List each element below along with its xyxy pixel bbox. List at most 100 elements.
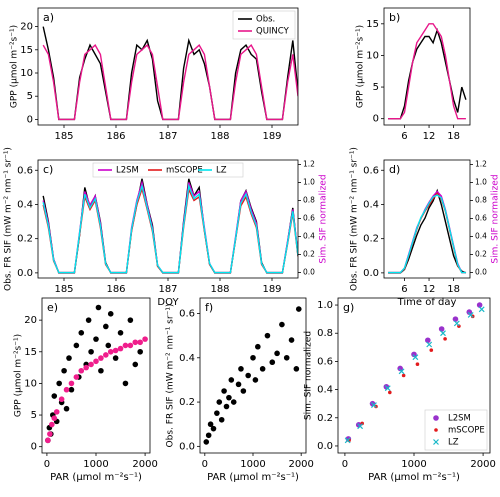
point (58, 396, 65, 403)
panel-label: c) (43, 163, 53, 176)
point (63, 386, 70, 393)
y-tick-label: 0.0 (363, 268, 379, 279)
frame (383, 7, 471, 126)
x-tick-label: 186 (106, 284, 125, 295)
x-tick-label: 6 (401, 284, 407, 295)
point (398, 368, 405, 375)
point (73, 374, 80, 380)
point (51, 393, 58, 399)
y2-tick-label: 0.8 (303, 196, 315, 205)
panel: 6 12 18 0 5 10 15 b) GPP (µmol m⁻²s⁻¹) (356, 7, 471, 142)
y-tick-label: 0.8 (317, 328, 333, 339)
point (443, 337, 447, 341)
plot-area (388, 23, 467, 120)
y-tick-label: 20 (24, 315, 37, 326)
y-tick-label: 10 (366, 50, 379, 61)
y-tick-label: 15 (366, 19, 379, 30)
legend-box (92, 162, 244, 178)
point (122, 342, 129, 349)
x-tick-label: 6 (401, 131, 407, 142)
point (223, 403, 230, 410)
series-line (388, 27, 467, 120)
point (66, 355, 72, 361)
y2-tick-label: 1.0 (303, 178, 315, 187)
x-tick-label: 0 (202, 459, 208, 470)
panel-label: f) (205, 301, 213, 314)
point (88, 348, 94, 355)
panel-label: g) (343, 301, 354, 314)
point (122, 380, 129, 387)
y-tick-label: 0.0 (317, 441, 333, 452)
y-axis-label: Obs. FR SIF (mW m⁻² nm⁻¹ sr⁻¹) (166, 304, 176, 448)
point (78, 367, 85, 374)
point (415, 362, 420, 367)
point (93, 358, 99, 365)
panel-label: e) (47, 301, 58, 314)
series-line (388, 188, 467, 274)
x-tick-label: 18 (447, 284, 460, 295)
point (252, 377, 259, 383)
point (88, 361, 94, 368)
point (344, 437, 351, 444)
y-tick-label: 1.0 (317, 300, 333, 311)
y-axis-label: GPP (µmol m⁻²s⁻¹) (356, 25, 366, 108)
plot-area (388, 188, 467, 274)
point (255, 343, 261, 350)
point (142, 336, 148, 342)
point (228, 377, 235, 383)
point (440, 330, 446, 337)
y-tick-label: 15 (20, 45, 33, 56)
y-tick-label: 0.6 (17, 165, 33, 176)
point (53, 409, 60, 415)
panel: 185 186 187 188 189 0 5 10 15 20 a) GPP (µmol m⁻²s⁻… (10, 7, 299, 142)
frame (383, 159, 471, 279)
point (288, 337, 295, 343)
y-tick-label: 0.4 (179, 353, 195, 364)
point (103, 352, 109, 358)
y-axis-label: GPP (µmol m⁻²s⁻¹) (10, 25, 20, 108)
y2-axis-label: Sim. SIF normalized (319, 174, 329, 263)
x-axis-label: PAR (µmol m⁻²s⁻¹) (50, 472, 142, 483)
x-tick-label: 0 (342, 459, 348, 470)
series-line (42, 186, 298, 274)
point (45, 437, 51, 444)
series-line (388, 190, 466, 274)
x-axis-label: PAR (µmol m⁻²s⁻¹) (368, 472, 460, 483)
y-tick-label: 0.0 (17, 268, 33, 279)
legend-label: QUINCY (256, 27, 290, 37)
panel: 0 1000 2000 0.0 0.2 0.4 0.6 f) Obs. FR SIF (mW m… (166, 297, 314, 483)
point (137, 339, 143, 346)
point (103, 323, 109, 330)
y2-tick-label: 0.0 (303, 268, 315, 277)
y-tick-label: 10 (24, 378, 37, 389)
point (73, 342, 80, 349)
y-tick-label: 5 (27, 91, 33, 102)
x-tick-label: 0 (44, 459, 50, 470)
legend-label: L2SM (448, 414, 471, 424)
point (269, 359, 276, 366)
point (274, 350, 280, 357)
y2-tick-label: 1.2 (475, 160, 487, 169)
y-tick-label: 5 (31, 410, 37, 421)
frame (37, 159, 299, 279)
point (226, 394, 232, 401)
point (137, 348, 143, 355)
point (68, 380, 75, 387)
point (238, 366, 244, 372)
plot-area (42, 178, 298, 274)
y-tick-label: 0.6 (363, 165, 379, 176)
plot-area (45, 304, 148, 444)
panel-label: d) (389, 163, 400, 176)
y-tick-label: 0.2 (179, 397, 195, 408)
x-tick-label: 188 (210, 131, 229, 142)
point (61, 367, 67, 374)
x-tick-label: 1000 (83, 459, 108, 470)
x-tick-label: 2000 (470, 459, 495, 470)
y2-tick-label: 0.2 (475, 250, 487, 259)
point (205, 432, 212, 439)
plot-area (42, 26, 298, 121)
point (112, 347, 119, 354)
y-tick-label: 0.4 (17, 199, 33, 210)
point (476, 302, 483, 308)
